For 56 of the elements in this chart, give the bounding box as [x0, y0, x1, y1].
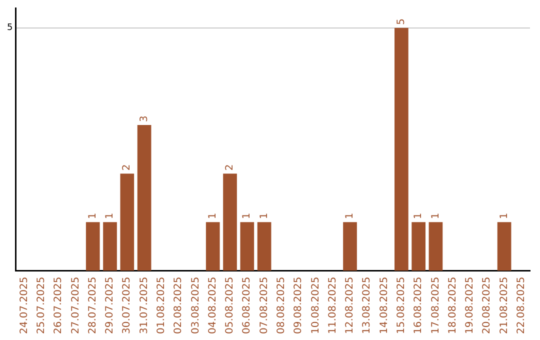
- data-label: 3: [138, 116, 150, 122]
- data-label: 1: [344, 212, 356, 220]
- x-tick-label: 10.08.2025: [310, 276, 322, 334]
- bar: [103, 222, 117, 271]
- x-tick-label: 06.08.2025: [242, 276, 253, 334]
- data-label: 2: [122, 164, 133, 171]
- x-tick-label: 20.08.2025: [482, 276, 493, 334]
- bar: [428, 222, 443, 271]
- x-tick-label: 12.08.2025: [344, 276, 356, 334]
- x-tick-label: 26.07.2025: [53, 276, 64, 334]
- bar: [86, 222, 100, 271]
- x-tick-label: 21.08.2025: [498, 276, 510, 334]
- data-label: 1: [258, 212, 270, 220]
- x-tick-label: 24.07.2025: [18, 276, 30, 334]
- data-label: 1: [242, 212, 253, 220]
- bar: [240, 222, 254, 271]
- x-tick-label: 14.08.2025: [378, 276, 390, 334]
- x-tick-label: 07.08.2025: [258, 276, 270, 334]
- bar: [257, 222, 272, 271]
- data-label: 2: [224, 164, 236, 171]
- data-label: 1: [87, 212, 98, 220]
- x-tick-label: 09.08.2025: [293, 276, 304, 334]
- bar: [137, 125, 152, 271]
- data-label: 5: [396, 18, 408, 25]
- x-tick-label: 13.08.2025: [362, 276, 373, 334]
- data-label: 1: [413, 212, 424, 220]
- x-tick-label: 18.08.2025: [447, 276, 458, 334]
- data-label: 1: [207, 212, 218, 220]
- x-tick-label: 17.08.2025: [430, 276, 442, 334]
- bar: [394, 28, 408, 271]
- x-tick-label: 16.08.2025: [413, 276, 424, 334]
- data-label: 1: [430, 212, 442, 220]
- x-tick-label: 15.08.2025: [396, 276, 408, 334]
- x-tick-label: 03.08.2025: [190, 276, 202, 334]
- x-tick-label: 08.08.2025: [276, 276, 288, 334]
- x-tick-label: 04.08.2025: [207, 276, 218, 334]
- bar: [223, 174, 237, 271]
- x-tick-label: 31.07.2025: [138, 276, 150, 334]
- bar: [120, 174, 134, 271]
- x-tick-label: 22.08.2025: [516, 276, 528, 334]
- bar: [206, 222, 220, 271]
- x-tick-label: 02.08.2025: [173, 276, 184, 334]
- bar: [497, 222, 512, 271]
- x-tick-label: 29.07.2025: [104, 276, 116, 334]
- x-tick-label: 27.07.2025: [70, 276, 82, 334]
- x-tick-label: 19.08.2025: [464, 276, 476, 334]
- x-tick-label: 25.07.2025: [36, 276, 48, 334]
- bar: [343, 222, 357, 271]
- x-tick-label: 28.07.2025: [87, 276, 98, 334]
- x-tick-label: 01.08.2025: [156, 276, 168, 334]
- data-label: 1: [498, 212, 510, 220]
- data-label: 1: [104, 212, 116, 220]
- x-tick-label: 05.08.2025: [224, 276, 236, 334]
- x-tick-label: 30.07.2025: [122, 276, 133, 334]
- bar: [412, 222, 426, 271]
- x-tick-label: 11.08.2025: [327, 276, 338, 334]
